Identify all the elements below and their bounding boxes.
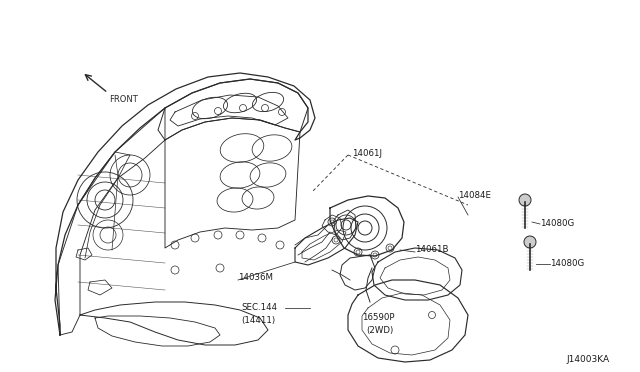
Circle shape — [524, 236, 536, 248]
Text: 14061B: 14061B — [415, 246, 449, 254]
Text: J14003KA: J14003KA — [567, 356, 610, 365]
Text: 14061J: 14061J — [352, 148, 382, 157]
Text: 14080G: 14080G — [550, 260, 584, 269]
Text: 16590P: 16590P — [362, 314, 394, 323]
Text: 14036M: 14036M — [238, 273, 273, 282]
Text: (2WD): (2WD) — [366, 326, 393, 334]
Circle shape — [519, 194, 531, 206]
Text: 14084E: 14084E — [458, 190, 491, 199]
Text: 14080G: 14080G — [540, 219, 574, 228]
Text: SEC.144: SEC.144 — [241, 304, 277, 312]
Text: (14411): (14411) — [241, 315, 275, 324]
Text: FRONT: FRONT — [109, 95, 138, 104]
